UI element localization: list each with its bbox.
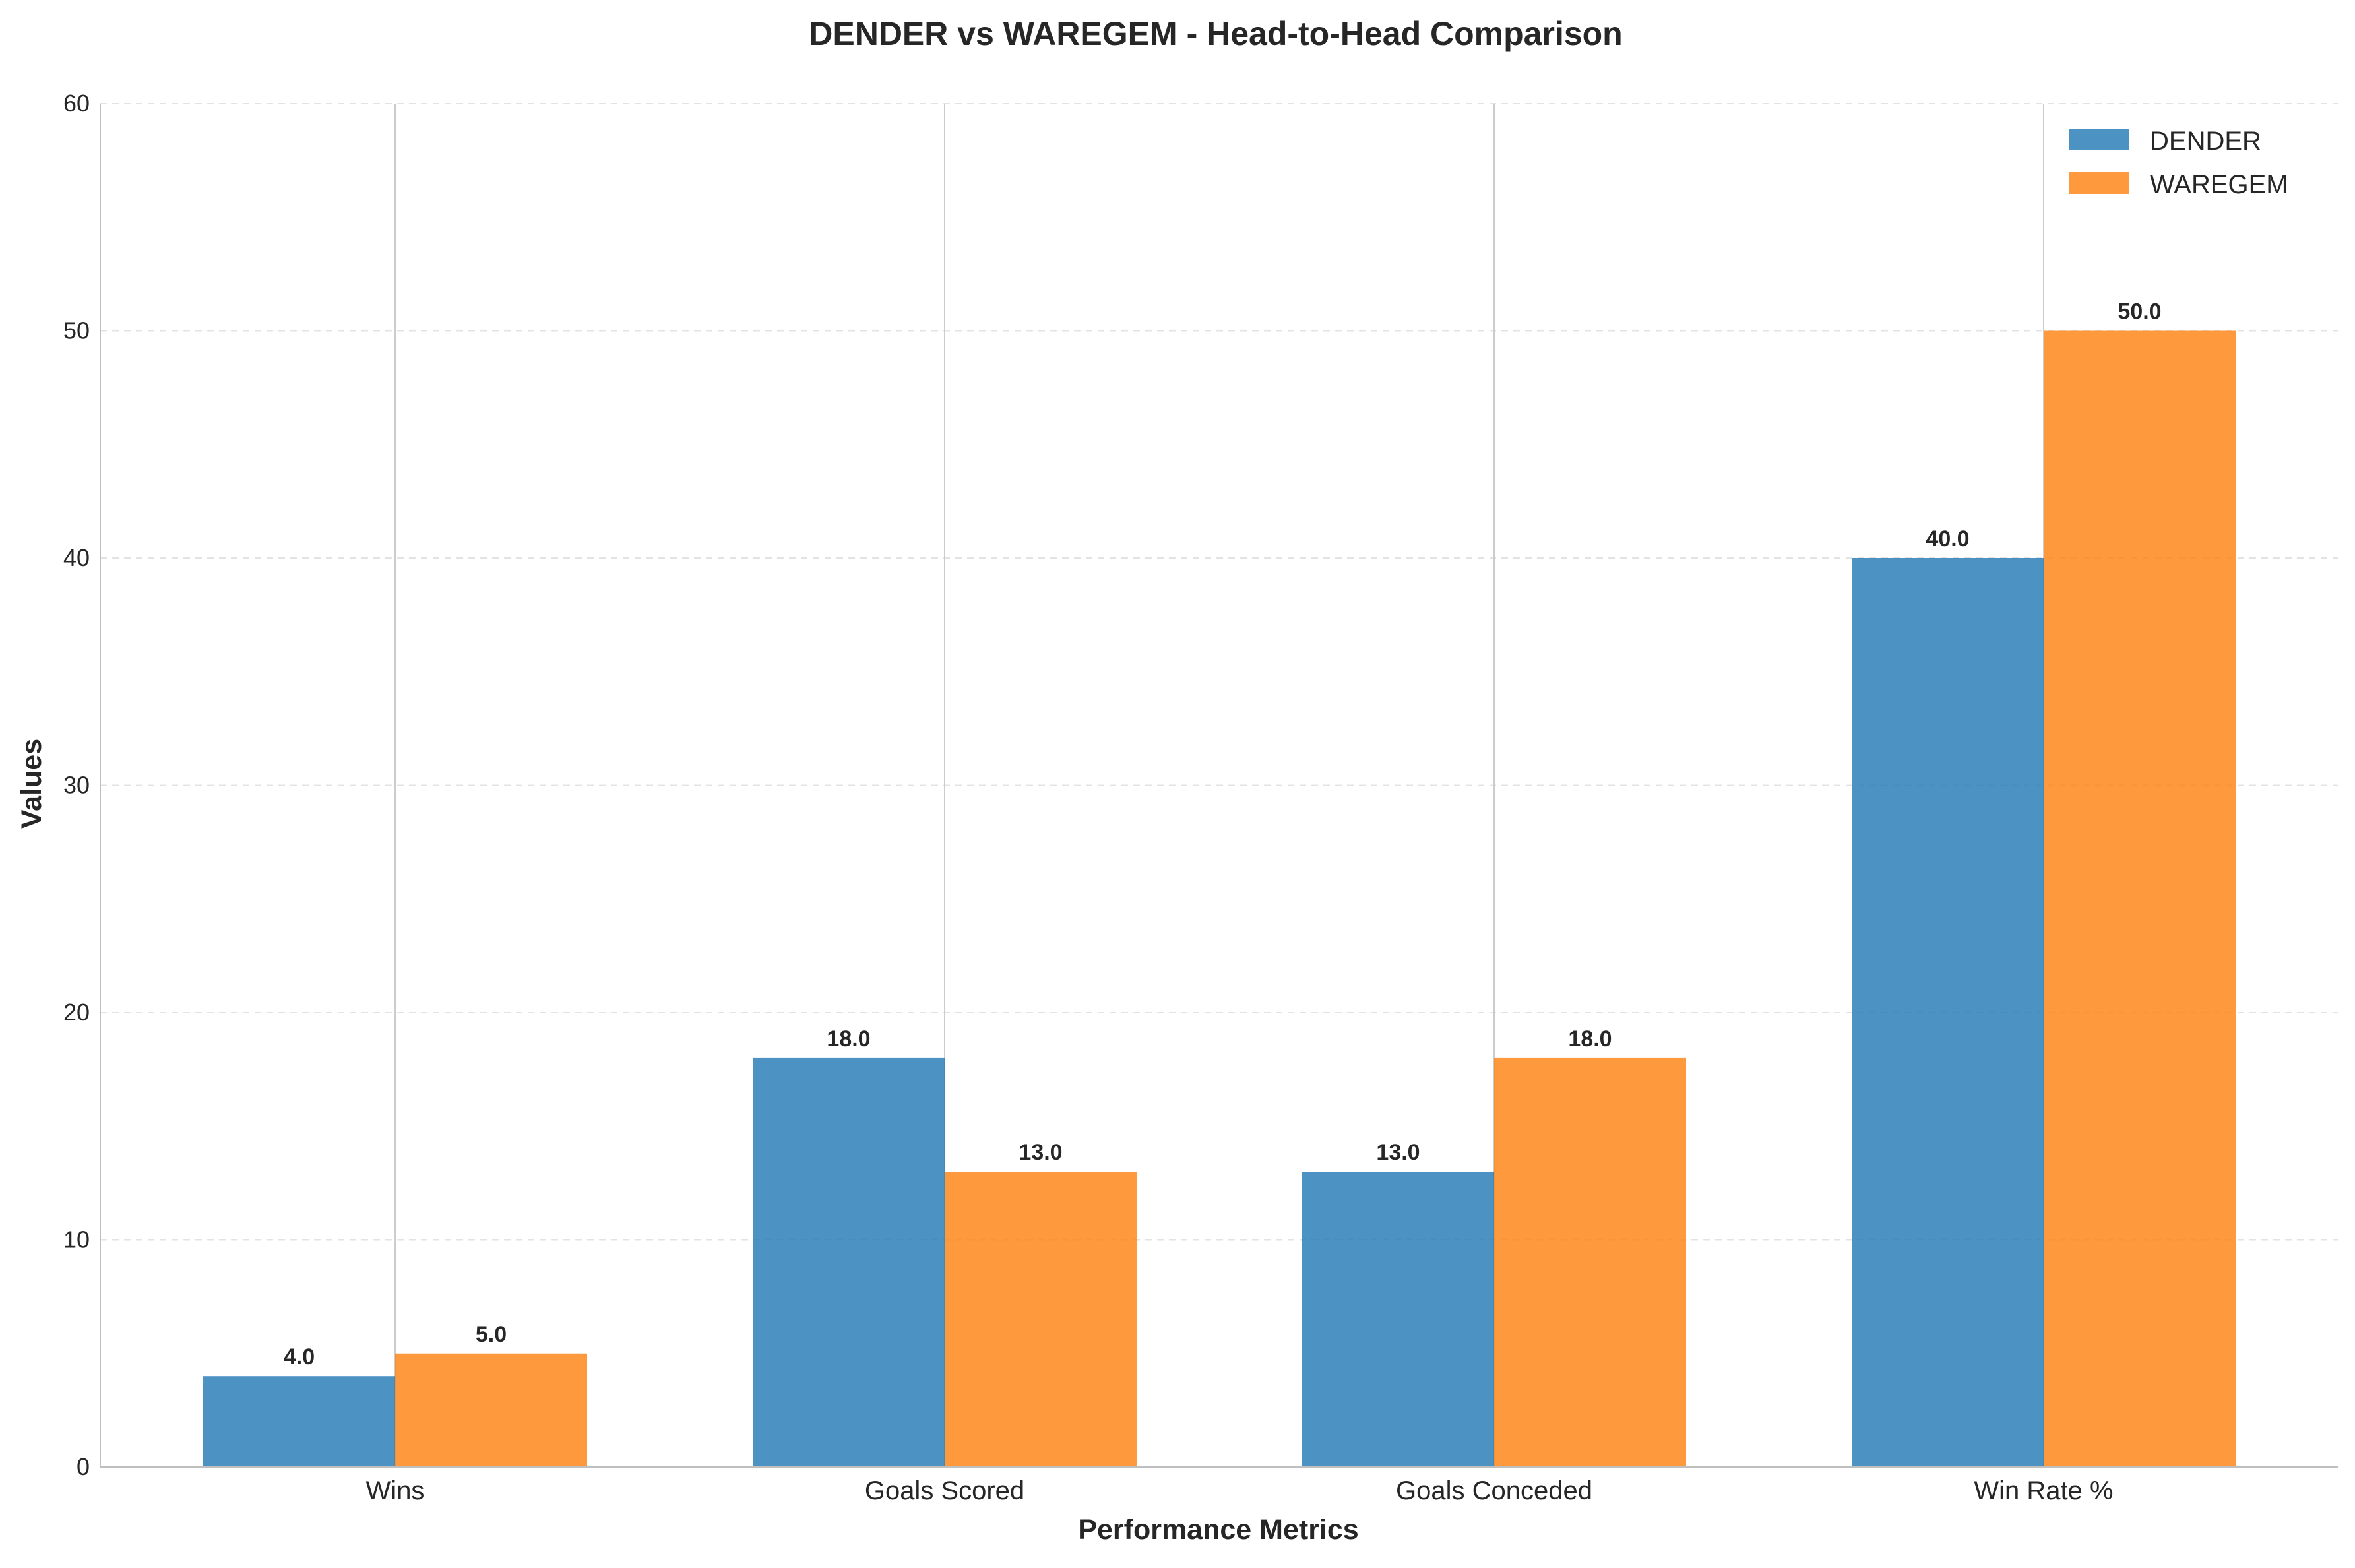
data-label: 5.0	[476, 1322, 507, 1347]
x-tick-label: Win Rate %	[1974, 1476, 2113, 1505]
bar-dender-2	[1302, 1172, 1494, 1467]
grid	[100, 103, 2338, 1241]
x-tick-label: Wins	[366, 1476, 425, 1505]
bar-waregem-2	[1494, 1057, 1686, 1467]
data-label: 4.0	[284, 1344, 315, 1369]
x-axis-title: Performance Metrics	[1078, 1514, 1358, 1546]
y-axis-title: Values	[16, 739, 47, 829]
chart-title: DENDER vs WAREGEM - Head-to-Head Compari…	[809, 15, 1622, 52]
y-tick-label: 0	[77, 1453, 90, 1480]
y-tick-label: 60	[63, 90, 90, 117]
x-tick-label: Goals Scored	[865, 1476, 1024, 1505]
legend: DENDER WAREGEM	[2069, 127, 2288, 199]
data-label: 40.0	[1926, 526, 1969, 551]
y-tick-label: 20	[63, 999, 90, 1026]
y-tick-label: 30	[63, 772, 90, 799]
x-tick-label: Goals Conceded	[1396, 1476, 1592, 1505]
bar-waregem-3	[2044, 330, 2236, 1467]
data-label: 13.0	[1019, 1140, 1062, 1165]
bar-dender-1	[753, 1057, 945, 1467]
bars	[203, 330, 2236, 1467]
legend-label-waregem: WAREGEM	[2150, 170, 2288, 199]
bar-waregem-0	[395, 1353, 587, 1467]
data-label: 50.0	[2118, 299, 2161, 325]
data-label: 18.0	[827, 1026, 870, 1051]
y-tick-label: 40	[63, 544, 90, 571]
y-ticks: 0 10 20 30 40 50 60	[63, 90, 90, 1480]
y-tick-label: 50	[63, 317, 90, 344]
bar-dender-0	[203, 1376, 395, 1467]
legend-swatch-waregem	[2069, 172, 2129, 194]
data-label: 13.0	[1376, 1140, 1420, 1165]
data-labels: 4.0 18.0 13.0 40.0 5.0 13.0 18.0 50.0	[284, 299, 2162, 1370]
axes	[100, 104, 2338, 1468]
legend-label-dender: DENDER	[2150, 127, 2261, 156]
x-ticks: Wins Goals Scored Goals Conceded Win Rate %	[366, 1476, 2114, 1505]
legend-swatch-dender	[2069, 129, 2129, 150]
bar-dender-3	[1852, 558, 2044, 1467]
y-tick-label: 10	[63, 1226, 90, 1253]
bar-waregem-1	[945, 1172, 1137, 1467]
data-label: 18.0	[1568, 1026, 1612, 1051]
